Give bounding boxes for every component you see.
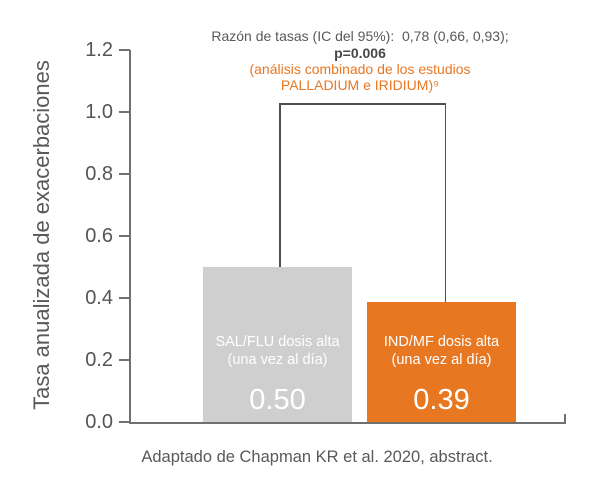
p-value-text: p=0.006 bbox=[334, 45, 386, 61]
bar-salflu-label-line1: SAL/FLU dosis alta bbox=[215, 334, 340, 350]
bar-salflu-value: 0.50 bbox=[249, 384, 306, 416]
y-tick-mark bbox=[119, 359, 130, 361]
bar-indmf-value: 0.39 bbox=[413, 384, 470, 416]
y-tick-label: 0.4 bbox=[85, 287, 113, 309]
rate-ratio-text: Razón de tasas (IC del 95%): 0,78 (0,66,… bbox=[211, 28, 509, 44]
bar-indmf-label-line2: (una vez al día) bbox=[391, 352, 492, 368]
bar-salflu: SAL/FLU dosis alta (una vez al día) 0.50 bbox=[203, 267, 352, 422]
bar-salflu-label-line2: (una vez al día) bbox=[227, 352, 328, 368]
comparison-bracket-top bbox=[279, 103, 446, 105]
comparison-bracket-right bbox=[444, 103, 446, 302]
x-axis-line bbox=[129, 422, 566, 424]
pooled-analysis-note-line1: (análisis combinado de los estudios bbox=[249, 61, 471, 77]
y-tick-label: 0.6 bbox=[85, 225, 113, 247]
y-axis-title: Tasa anualizada de exacerbaciones bbox=[29, 60, 54, 410]
y-tick-mark bbox=[119, 235, 130, 237]
bar-indmf: IND/MF dosis alta (una vez al día) 0.39 bbox=[367, 302, 516, 422]
bar-indmf-label: IND/MF dosis alta (una vez al día) bbox=[367, 333, 516, 369]
y-tick-mark bbox=[119, 173, 130, 175]
y-tick-label: 0.8 bbox=[85, 163, 113, 185]
y-tick-mark bbox=[119, 297, 130, 299]
x-axis-end-tick bbox=[564, 414, 566, 422]
bar-salflu-label: SAL/FLU dosis alta (una vez al día) bbox=[203, 333, 352, 369]
y-tick-label: 1.0 bbox=[85, 101, 113, 123]
y-tick-label: 0.0 bbox=[85, 411, 113, 433]
y-tick-label: 0.2 bbox=[85, 349, 113, 371]
y-tick-mark bbox=[119, 421, 130, 423]
y-tick-label: 1.2 bbox=[85, 39, 113, 61]
bar-indmf-label-line1: IND/MF dosis alta bbox=[383, 334, 500, 350]
y-tick-mark bbox=[119, 49, 130, 51]
source-caption: Adaptado de Chapman KR et al. 2020, abst… bbox=[141, 448, 493, 466]
pooled-analysis-note-line2: PALLADIUM e IRIDIUM)⁹ bbox=[280, 77, 440, 93]
y-axis-line bbox=[129, 50, 131, 424]
comparison-bracket-left bbox=[279, 103, 281, 267]
y-tick-mark bbox=[119, 111, 130, 113]
